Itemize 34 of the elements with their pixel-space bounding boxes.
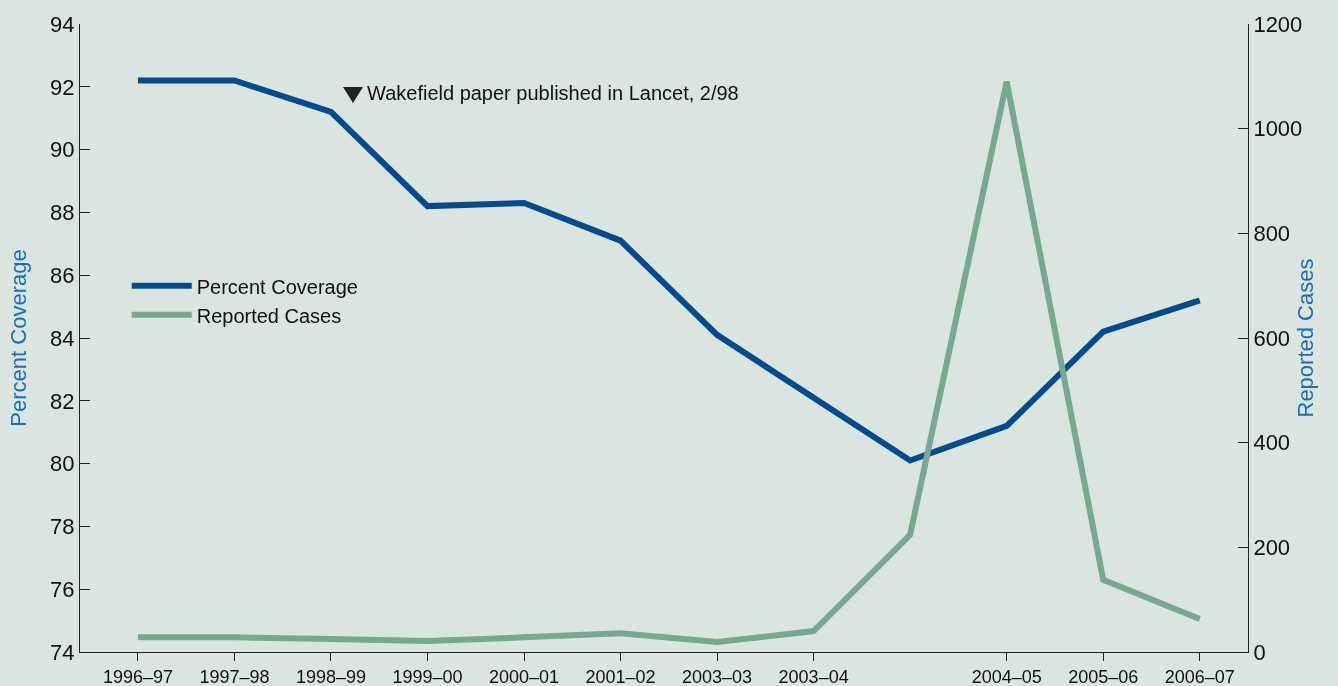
y2-tick-label: 1000 [1253,116,1303,142]
x-tick-label: 1998–99 [295,666,367,686]
x-tick-label: 2005–06 [1068,666,1139,686]
y2-tick-label: 1200 [1253,11,1303,37]
y-tick-label: 94 [50,11,75,37]
y-tick-label: 74 [50,639,75,665]
y-tick-label: 86 [50,262,75,288]
y-tick-label: 80 [50,451,75,477]
y2-tick-label: 0 [1253,639,1266,665]
legend-label: Reported Cases [196,304,342,327]
x-tick-label: 2004–05 [971,666,1042,686]
y-tick-label: 92 [50,74,75,100]
y-tick-label: 88 [50,200,75,226]
x-tick-label: 2003–04 [778,666,849,686]
y-tick-label: 76 [50,576,75,602]
x-tick-label: 2006–07 [1164,666,1235,686]
legend-label: Percent Coverage [196,275,358,298]
y-tick-label: 82 [50,388,75,414]
x-tick-label: 2000–01 [488,666,560,686]
y2-axis-title: Reported Cases [1293,258,1318,418]
x-tick-label: 1997–98 [199,666,270,686]
x-tick-label: 2003–03 [682,666,753,686]
annotation: Wakefield paper published in Lancet, 2/98 [367,82,739,104]
y2-tick-label: 200 [1253,535,1291,561]
y-axis-title: Percent Coverage [6,249,31,427]
y2-tick-label: 400 [1253,430,1291,456]
y2-tick-label: 600 [1253,325,1291,351]
x-tick-label: 1996–97 [102,666,173,686]
x-tick-label: 1999–00 [392,666,463,686]
x-tick-label: 2001–02 [585,666,656,686]
y-tick-label: 84 [50,325,75,351]
y-tick-label: 90 [50,137,75,163]
y2-tick-label: 800 [1253,221,1291,247]
y-tick-label: 78 [50,514,75,540]
